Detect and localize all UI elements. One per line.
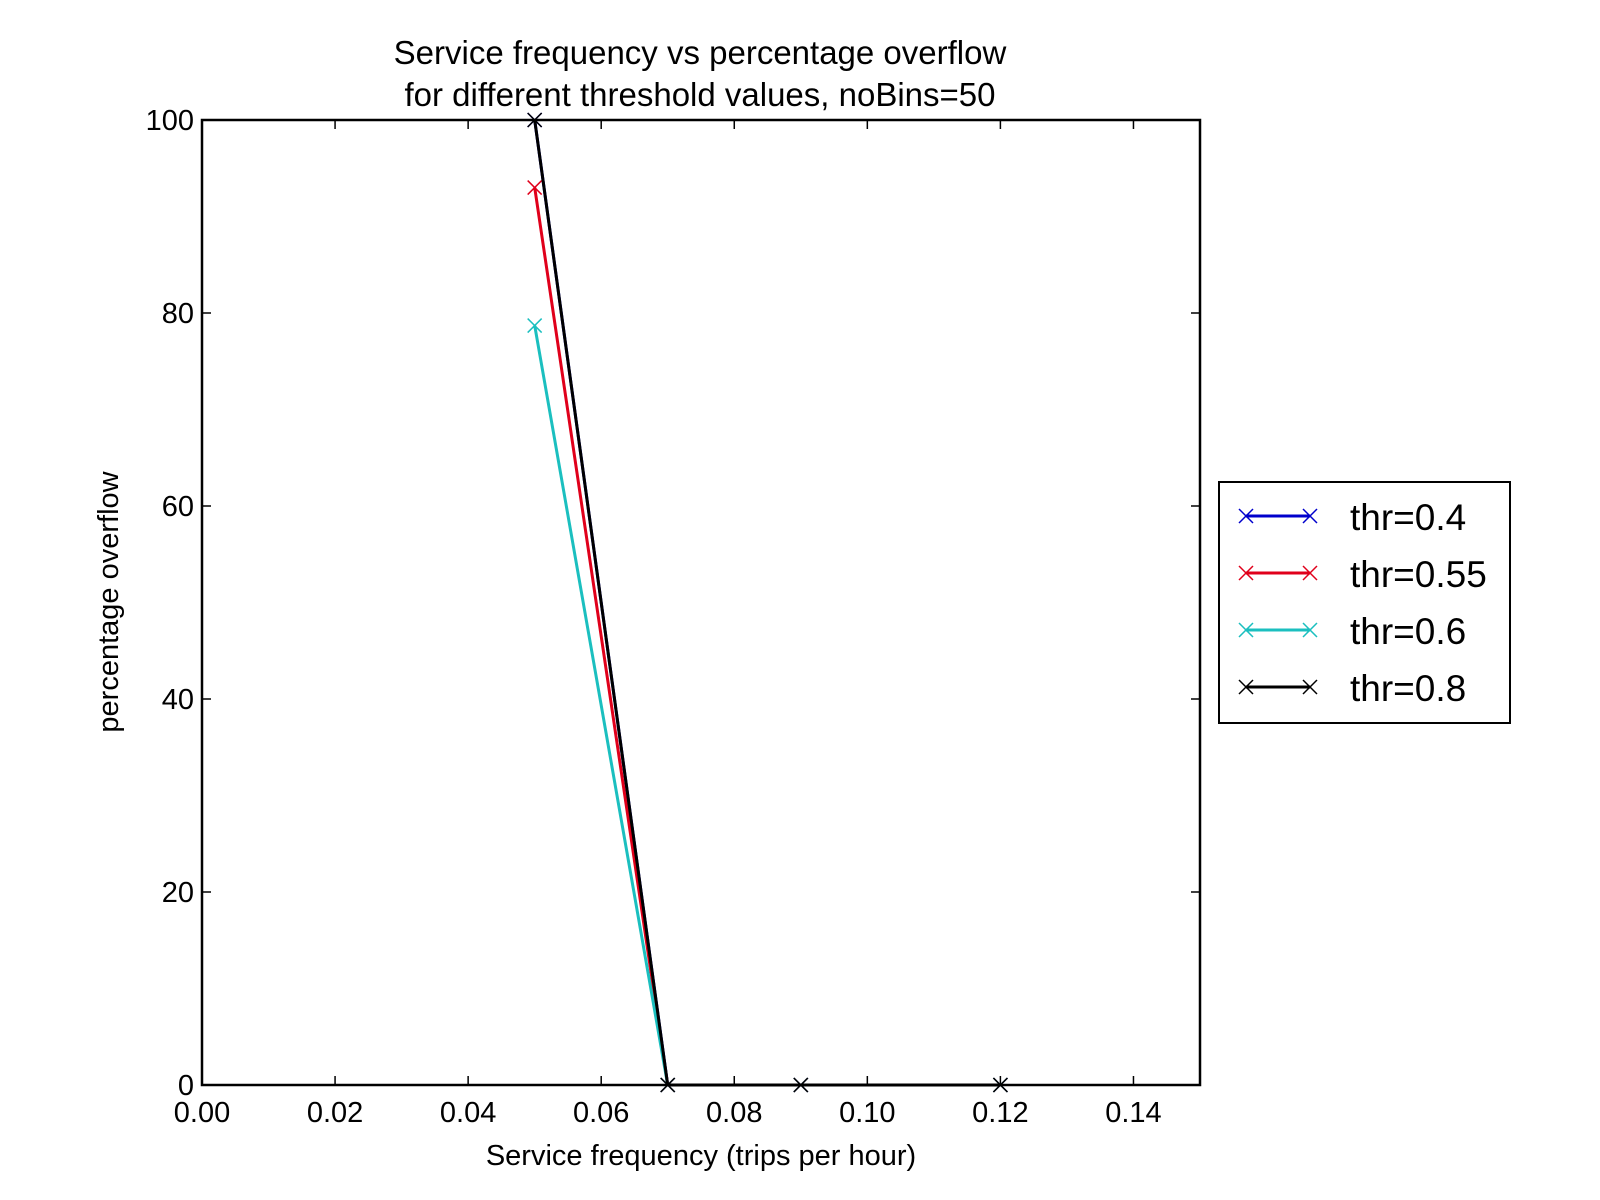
y-tick-label: 40: [162, 684, 194, 716]
chart-title-line1: Service frequency vs percentage overflow: [394, 34, 1007, 71]
legend-marker: [1238, 622, 1254, 638]
x-tick-label: 0.02: [307, 1097, 363, 1129]
legend-marker: [1238, 679, 1254, 695]
legend-box: [1218, 481, 1511, 724]
legend: thr=0.4 thr=0.55 thr=0.6 thr=0.8: [1218, 481, 1511, 724]
legend-entry: thr=0.8: [1238, 668, 1466, 709]
x-tick-label: 0.00: [174, 1097, 230, 1129]
series-thr=0.6: [527, 318, 1008, 1093]
series-layer: [527, 112, 1008, 1093]
legend-entry: thr=0.55: [1238, 554, 1487, 595]
legend-label: thr=0.4: [1350, 497, 1466, 538]
x-tick-label: 0.14: [1105, 1097, 1161, 1129]
legend-label: thr=0.55: [1350, 554, 1487, 595]
legend-marker: [1302, 565, 1318, 581]
series-thr=0.4: [527, 112, 1008, 1093]
series-thr=0.8: [527, 112, 1008, 1093]
data-point-marker: [527, 318, 543, 334]
legend-marker: [1238, 508, 1254, 524]
legend-marker: [1238, 565, 1254, 581]
legend-marker: [1302, 679, 1318, 695]
data-point-marker: [527, 180, 543, 196]
legend-marker: [1302, 508, 1318, 524]
y-axis-label: percentage overflow: [93, 470, 125, 732]
x-tick-label: 0.10: [839, 1097, 895, 1129]
series-line: [533, 119, 1001, 1087]
legend-label: thr=0.6: [1350, 611, 1466, 652]
x-tick-label: 0.04: [440, 1097, 496, 1129]
y-tick-label: 80: [162, 298, 194, 330]
legend-entry: thr=0.4: [1238, 497, 1466, 538]
y-tick-label: 60: [162, 491, 194, 523]
series-line: [533, 119, 1001, 1087]
x-axis-label: Service frequency (trips per hour): [486, 1140, 916, 1172]
series-line: [533, 325, 1001, 1087]
y-tick-label: 0: [178, 1070, 194, 1102]
legend-label: thr=0.8: [1350, 668, 1466, 709]
x-tick-label: 0.06: [573, 1097, 629, 1129]
chart-title-line2: for different threshold values, noBins=5…: [404, 76, 995, 113]
y-tick-label: 20: [162, 877, 194, 909]
y-axis-ticks: 0 20 40 60 80 100: [146, 105, 1200, 1102]
legend-entry: thr=0.6: [1238, 611, 1466, 652]
plot-frame: [200, 118, 1202, 1087]
x-tick-label: 0.12: [972, 1097, 1028, 1129]
y-tick-label: 100: [146, 105, 194, 137]
series-thr=0.55: [527, 180, 1008, 1093]
x-tick-label: 0.08: [706, 1097, 762, 1129]
x-axis-ticks: 0.00 0.02 0.04 0.06 0.08 0.10 0.12 0.14: [174, 120, 1162, 1129]
legend-marker: [1302, 622, 1318, 638]
